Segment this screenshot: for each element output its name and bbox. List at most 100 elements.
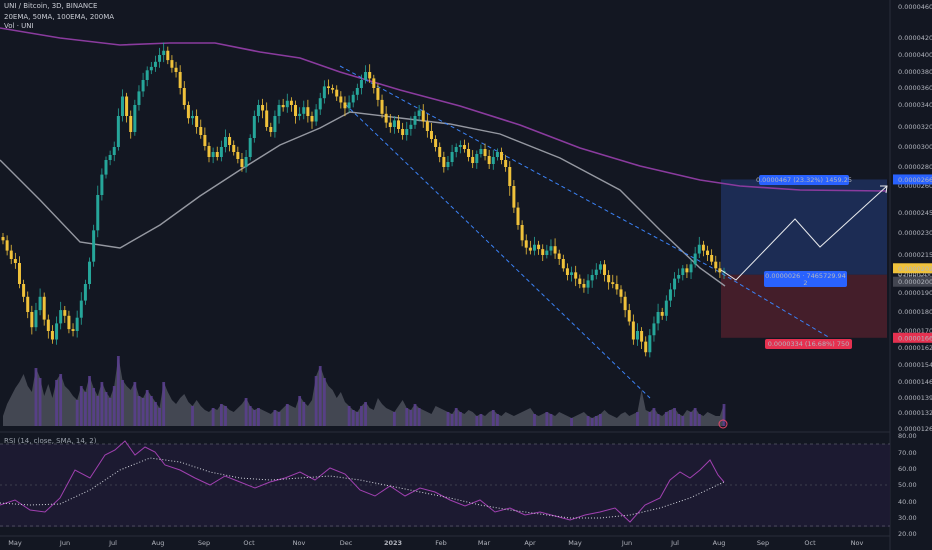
candle-body bbox=[277, 105, 281, 116]
price-current-value: 0.00002028 bbox=[898, 265, 932, 273]
rsi-label: RSI (14, close, SMA, 14, 2) bbox=[4, 437, 97, 445]
candle-body bbox=[627, 310, 631, 322]
candle-body bbox=[487, 156, 491, 164]
volume-bar bbox=[298, 396, 302, 426]
candle-body bbox=[145, 70, 149, 80]
candle-body bbox=[104, 160, 108, 175]
rsi-tick-label: 70.00 bbox=[898, 449, 917, 457]
volume-bar bbox=[347, 406, 351, 426]
candle-body bbox=[471, 157, 475, 163]
candle-body bbox=[467, 149, 471, 157]
time-tick-label: May bbox=[8, 539, 22, 547]
candle-body bbox=[289, 100, 293, 105]
candle-body bbox=[83, 284, 87, 301]
volume-bar bbox=[108, 398, 112, 426]
candle-body bbox=[520, 225, 524, 241]
candle-body bbox=[607, 275, 611, 283]
candle-body bbox=[34, 310, 38, 328]
volume-bar bbox=[92, 388, 96, 426]
candle-body bbox=[660, 312, 664, 316]
volume-bar bbox=[149, 396, 153, 426]
volume-bar bbox=[496, 414, 499, 426]
rsi-tick-label: 60.00 bbox=[898, 465, 917, 473]
candle-body bbox=[450, 152, 454, 162]
candle-body bbox=[256, 105, 260, 116]
candle-body bbox=[26, 296, 30, 312]
candle-body bbox=[590, 275, 594, 281]
candle-body bbox=[38, 296, 42, 311]
candle-body bbox=[438, 147, 442, 157]
time-tick-label: Feb bbox=[435, 539, 447, 547]
volume-bar bbox=[681, 416, 685, 426]
candle-body bbox=[310, 116, 314, 122]
candle-body bbox=[623, 296, 627, 311]
candle-body bbox=[261, 105, 265, 111]
target-zone bbox=[721, 179, 887, 275]
candle-body bbox=[211, 152, 215, 157]
volume-bar bbox=[224, 406, 227, 426]
volume-bar bbox=[364, 402, 367, 426]
candle-body bbox=[677, 275, 681, 279]
candle-body bbox=[446, 162, 450, 167]
candle-body bbox=[92, 230, 96, 262]
candle-body bbox=[137, 91, 141, 105]
candle-body bbox=[174, 67, 178, 72]
candle-body bbox=[693, 253, 697, 265]
volume-area bbox=[3, 356, 724, 426]
volume-bar bbox=[55, 380, 58, 426]
volume-bar bbox=[491, 410, 495, 426]
candle-body bbox=[537, 244, 541, 250]
candle-body bbox=[240, 159, 244, 167]
candle-body bbox=[516, 207, 520, 225]
time-tick-label: Sep bbox=[198, 539, 210, 547]
candle-body bbox=[631, 321, 635, 340]
price-tick-label: 0.00001325 bbox=[898, 409, 932, 417]
rsi-tick-label: 80.00 bbox=[898, 432, 917, 440]
time-tick-label: Sep bbox=[757, 539, 769, 547]
entry-label-text: 0.0000026 · 7465729.94 bbox=[765, 272, 846, 280]
volume-bar bbox=[549, 414, 553, 426]
candle-body bbox=[100, 174, 104, 195]
candle-body bbox=[388, 122, 392, 127]
candle-body bbox=[294, 105, 298, 116]
volume-bar bbox=[34, 368, 38, 426]
candle-body bbox=[553, 246, 557, 254]
candle-body bbox=[565, 268, 569, 275]
candle-body bbox=[269, 127, 273, 132]
time-tick-label: Nov bbox=[851, 539, 864, 547]
candle-body bbox=[273, 116, 277, 132]
candle-body bbox=[545, 250, 549, 255]
volume-bar bbox=[252, 410, 256, 426]
candle-body bbox=[125, 96, 129, 116]
candle-body bbox=[392, 120, 396, 127]
volume-bar bbox=[88, 376, 91, 426]
candle-body bbox=[574, 272, 578, 279]
candle-body bbox=[322, 86, 326, 99]
candle-body bbox=[116, 116, 120, 147]
trendline-upper bbox=[339, 65, 717, 271]
candle-body bbox=[71, 329, 75, 331]
ma200-line bbox=[0, 27, 888, 192]
candle-body bbox=[236, 152, 240, 159]
time-tick-label: Jun bbox=[59, 539, 70, 547]
candle-body bbox=[458, 145, 462, 147]
price-tick-label: 0.00001260 bbox=[898, 425, 932, 433]
time-tick-label: Aug bbox=[152, 539, 165, 547]
stop-label-text: 0.0000334 (16.68%) 750 bbox=[768, 340, 850, 348]
candle-body bbox=[495, 152, 499, 157]
candle-body bbox=[718, 268, 722, 273]
candle-body bbox=[376, 88, 380, 100]
rsi-ma-line bbox=[0, 457, 725, 519]
volume-bar bbox=[191, 406, 194, 426]
candle-body bbox=[223, 137, 227, 147]
volume-bar bbox=[722, 404, 726, 426]
candle-body bbox=[228, 137, 232, 145]
volume-bar bbox=[355, 412, 359, 426]
volume-bar bbox=[673, 408, 676, 426]
